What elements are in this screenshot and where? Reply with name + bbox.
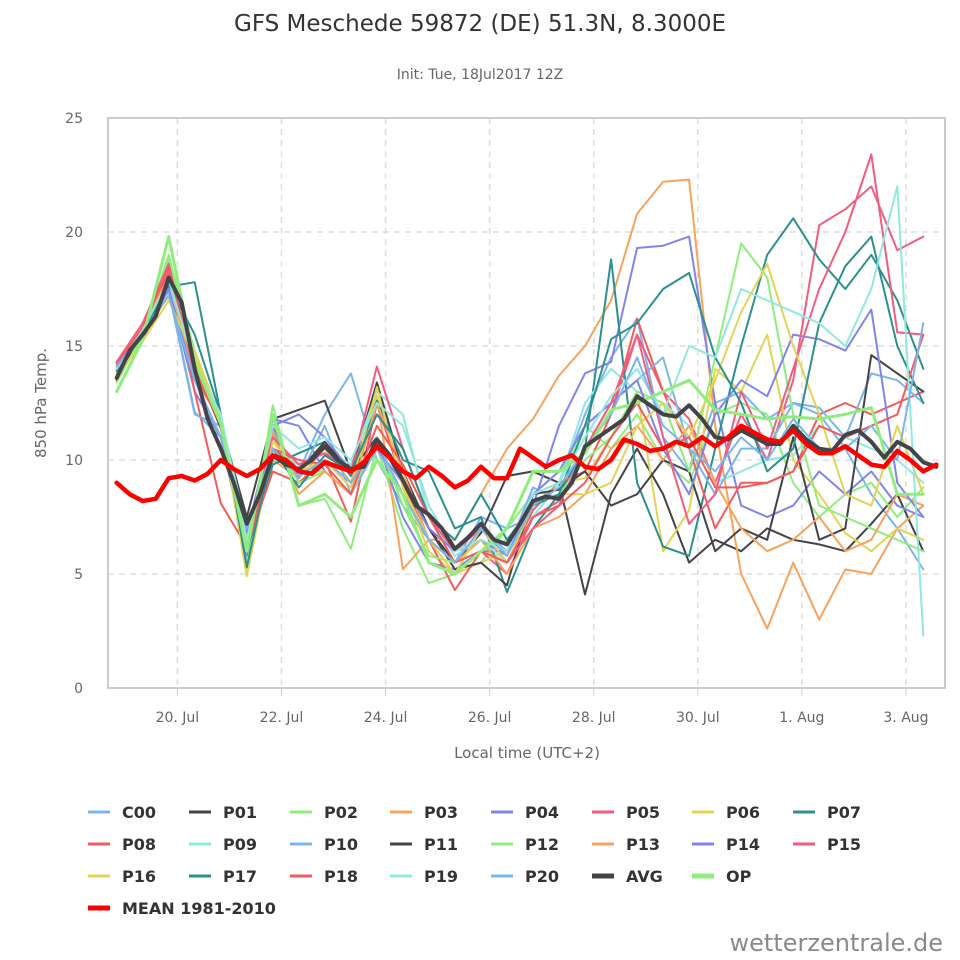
legend-label: P16: [122, 867, 156, 886]
legend-item-avg[interactable]: AVG: [592, 867, 663, 886]
series-line-avg: [114, 275, 939, 551]
legend-item-p01[interactable]: P01: [189, 803, 257, 822]
legend-label: P13: [626, 835, 660, 854]
legend: C00 P01 P02 P03 P04 P05 P06 P07 P08 P09 P10 P11 P12 P…: [88, 803, 861, 918]
x-tick-label: 3. Aug: [883, 710, 928, 726]
grid: [108, 118, 945, 688]
legend-label: P02: [324, 803, 358, 822]
legend-item-p13[interactable]: P13: [592, 835, 660, 854]
legend-label: P19: [424, 867, 458, 886]
legend-item-p20[interactable]: P20: [491, 867, 559, 886]
legend-item-op[interactable]: OP: [692, 867, 752, 886]
legend-item-p11[interactable]: P11: [390, 835, 458, 854]
x-axis-title: Local time (UTC+2): [454, 744, 600, 762]
legend-item-p07[interactable]: P07: [793, 803, 861, 822]
legend-label: P09: [223, 835, 257, 854]
legend-label: P20: [525, 867, 559, 886]
x-tick-label: 28. Jul: [572, 710, 616, 726]
legend-label: P01: [223, 803, 257, 822]
legend-item-p09[interactable]: P09: [189, 835, 257, 854]
legend-label: P11: [424, 835, 458, 854]
legend-label: P15: [827, 835, 861, 854]
legend-item-p18[interactable]: P18: [290, 867, 358, 886]
legend-label: P05: [626, 803, 660, 822]
legend-item-p16[interactable]: P16: [88, 867, 156, 886]
legend-item-p19[interactable]: P19: [390, 867, 458, 886]
x-tick-label: 24. Jul: [364, 710, 408, 726]
x-axis: 20. Jul 22. Jul 24. Jul 26. Jul 28. Jul 30. J…: [156, 688, 929, 726]
legend-label: C00: [122, 803, 156, 822]
legend-label: P08: [122, 835, 156, 854]
plot-frame: [107, 117, 946, 689]
legend-label: P14: [726, 835, 760, 854]
legend-item-p10[interactable]: P10: [290, 835, 358, 854]
legend-label: P17: [223, 867, 257, 886]
y-tick-label: 25: [65, 111, 83, 127]
y-tick-label: 20: [65, 225, 83, 241]
y-tick-label: 10: [65, 453, 83, 469]
legend-item-p03[interactable]: P03: [390, 803, 458, 822]
y-tick-label: 15: [65, 339, 83, 355]
legend-item-p05[interactable]: P05: [592, 803, 660, 822]
y-axis: 0 5 10 15 20 25: [65, 111, 83, 697]
chart-title: GFS Meschede 59872 (DE) 51.3N, 8.3000E: [234, 11, 726, 37]
legend-label: P03: [424, 803, 458, 822]
legend-item-p17[interactable]: P17: [189, 867, 257, 886]
legend-label: P10: [324, 835, 358, 854]
legend-label: MEAN 1981-2010: [122, 899, 276, 918]
y-tick-label: 0: [74, 681, 83, 697]
legend-label: P04: [525, 803, 559, 822]
legend-item-c00[interactable]: C00: [88, 803, 156, 822]
legend-item-p06[interactable]: P06: [692, 803, 760, 822]
legend-item-p04[interactable]: P04: [491, 803, 559, 822]
legend-label: P06: [726, 803, 760, 822]
chart-subtitle: Init: Tue, 18Jul2017 12Z: [397, 67, 564, 83]
x-tick-label: 22. Jul: [260, 710, 304, 726]
series-line-p01: [115, 281, 925, 596]
legend-label: OP: [726, 867, 752, 886]
y-axis-title: 850 hPa Temp.: [32, 348, 50, 458]
legend-item-p15[interactable]: P15: [793, 835, 861, 854]
legend-label: P18: [324, 867, 358, 886]
plot-area[interactable]: [114, 153, 939, 637]
legend-item-p12[interactable]: P12: [491, 835, 559, 854]
legend-label: P12: [525, 835, 559, 854]
legend-item-p14[interactable]: P14: [692, 835, 760, 854]
legend-item-p02[interactable]: P02: [290, 803, 358, 822]
legend-item-p08[interactable]: P08: [88, 835, 156, 854]
series-line-mean-1981-2010: [114, 423, 939, 504]
y-tick-label: 5: [74, 567, 83, 583]
watermark: wetterzentrale.de: [730, 929, 943, 957]
x-tick-label: 20. Jul: [156, 710, 200, 726]
series-line-op: [115, 235, 925, 576]
x-tick-label: 1. Aug: [779, 710, 824, 726]
x-tick-label: 30. Jul: [676, 710, 720, 726]
legend-label: AVG: [626, 867, 663, 886]
x-tick-label: 26. Jul: [468, 710, 512, 726]
legend-item-mean-1981-2010[interactable]: MEAN 1981-2010: [88, 899, 276, 918]
legend-label: P07: [827, 803, 861, 822]
